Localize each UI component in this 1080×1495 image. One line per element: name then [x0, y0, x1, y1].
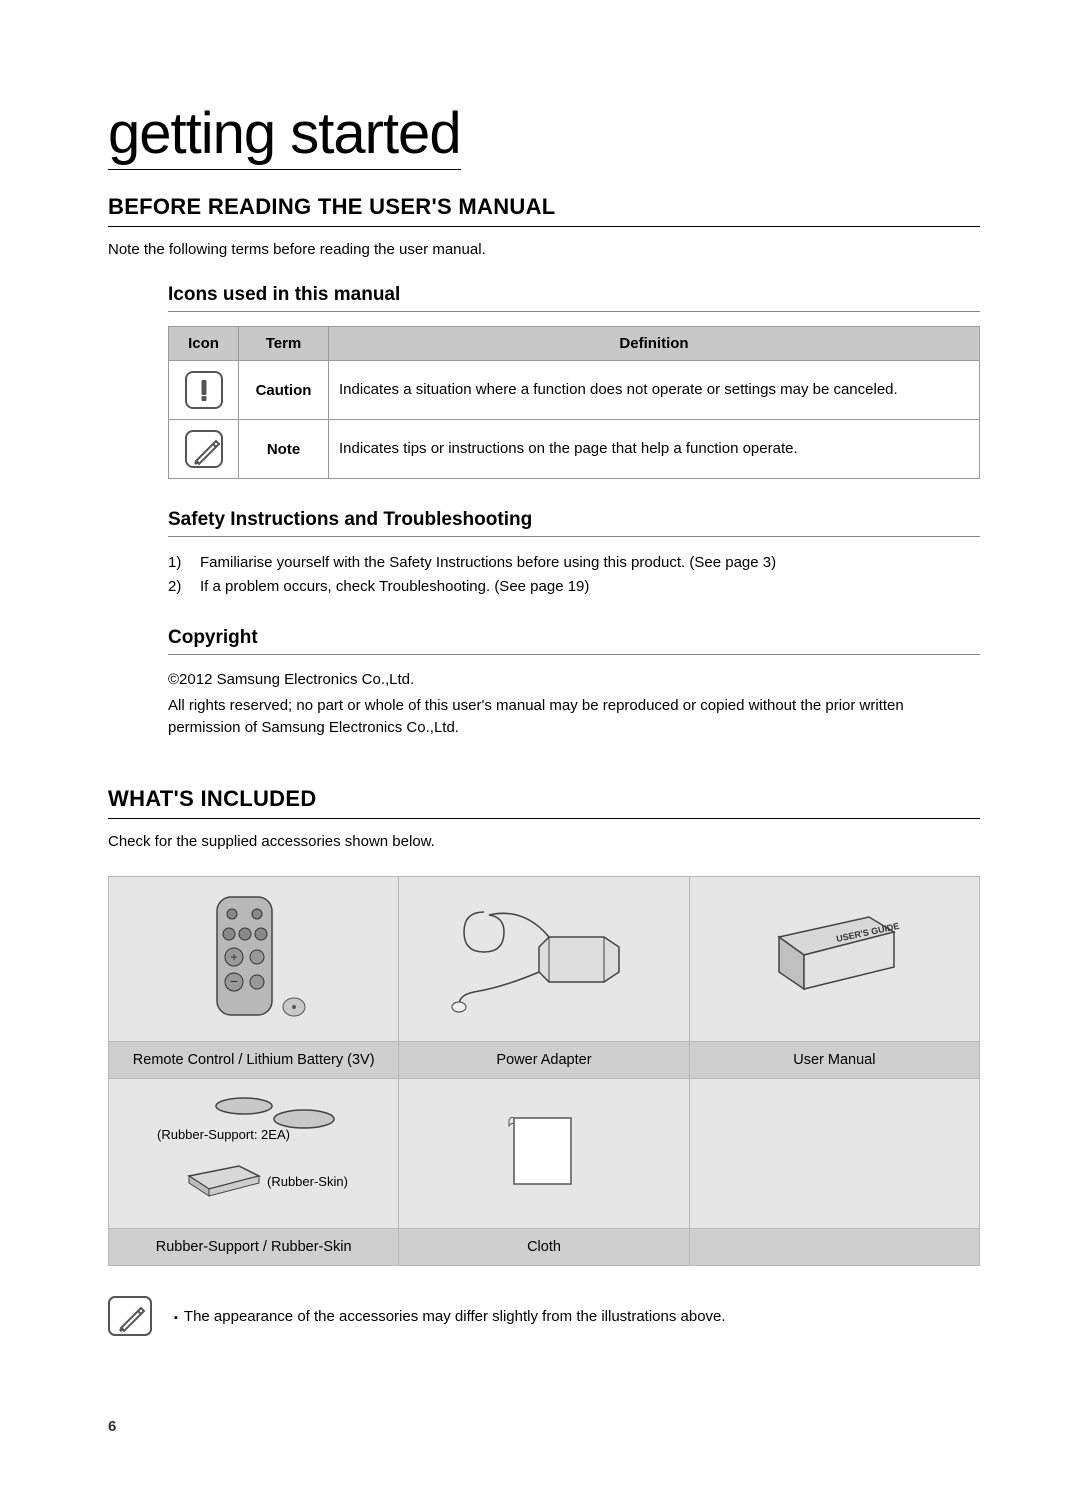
- copyright-line2: All rights reserved; no part or whole of…: [168, 695, 980, 739]
- rubber-cell: (Rubber-Support: 2EA) (Rubber-Skin): [109, 1079, 399, 1229]
- rubber-sub1-svgtext: (Rubber-Support: 2EA): [157, 1127, 290, 1142]
- list-text-1: Familiarise yourself with the Safety Ins…: [200, 551, 776, 575]
- safety-list: 1) Familiarise yourself with the Safety …: [168, 551, 980, 599]
- power-adapter-icon: [444, 897, 644, 1017]
- manual-cell: USER'S GUIDE: [689, 877, 979, 1042]
- list-num-2: 2): [168, 575, 188, 599]
- caution-icon-cell: [169, 361, 239, 420]
- caution-icon: [185, 371, 223, 409]
- th-term: Term: [239, 327, 329, 361]
- included-img-row-2: (Rubber-Support: 2EA) (Rubber-Skin): [109, 1079, 980, 1229]
- rubber-support-icon: (Rubber-Support: 2EA) (Rubber-Skin): [149, 1091, 359, 1211]
- label-adapter: Power Adapter: [399, 1042, 689, 1079]
- included-img-row-1: + −: [109, 877, 980, 1042]
- svg-text:+: +: [230, 950, 237, 964]
- rubber-sub2-svgtext: (Rubber-Skin): [267, 1174, 348, 1189]
- page-content: getting started BEFORE READING THE USER'…: [0, 0, 1080, 1376]
- page-title: getting started: [108, 100, 461, 170]
- table-row: Caution Indicates a situation where a fu…: [169, 361, 980, 420]
- note-icon: [108, 1296, 152, 1336]
- safety-heading: Safety Instructions and Troubleshooting: [168, 509, 980, 537]
- th-icon: Icon: [169, 327, 239, 361]
- list-text-2: If a problem occurs, check Troubleshooti…: [200, 575, 589, 599]
- bullet-icon: ▪: [174, 1312, 178, 1324]
- remote-icon: + −: [199, 892, 309, 1022]
- def-note: Indicates tips or instructions on the pa…: [329, 420, 980, 479]
- included-label-row-1: Remote Control / Lithium Battery (3V) Po…: [109, 1042, 980, 1079]
- label-cloth: Cloth: [399, 1229, 689, 1266]
- empty-cell: [689, 1079, 979, 1229]
- included-intro: Check for the supplied accessories shown…: [108, 833, 980, 850]
- cloth-cell: [399, 1079, 689, 1229]
- th-definition: Definition: [329, 327, 980, 361]
- included-heading: WHAT'S INCLUDED: [108, 786, 980, 819]
- label-remote: Remote Control / Lithium Battery (3V): [109, 1042, 399, 1079]
- footnote-row: ▪ The appearance of the accessories may d…: [108, 1296, 980, 1336]
- list-item: 1) Familiarise yourself with the Safety …: [168, 551, 980, 575]
- footnote-text: The appearance of the accessories may di…: [184, 1308, 726, 1325]
- included-grid: + −: [108, 876, 980, 1266]
- icons-table-header-row: Icon Term Definition: [169, 327, 980, 361]
- before-intro: Note the following terms before reading …: [108, 241, 980, 258]
- icons-table: Icon Term Definition Caution Indicates a…: [168, 326, 980, 479]
- user-manual-icon: USER'S GUIDE: [759, 907, 909, 1007]
- icons-heading: Icons used in this manual: [168, 284, 980, 312]
- list-num-1: 1): [168, 551, 188, 575]
- table-row: Note Indicates tips or instructions on t…: [169, 420, 980, 479]
- term-caution: Caution: [239, 361, 329, 420]
- term-note: Note: [239, 420, 329, 479]
- label-manual: User Manual: [689, 1042, 979, 1079]
- note-icon: [185, 430, 223, 468]
- page-number: 6: [108, 1418, 116, 1435]
- def-caution: Indicates a situation where a function d…: [329, 361, 980, 420]
- footnote-text-wrap: ▪ The appearance of the accessories may d…: [174, 1308, 726, 1325]
- cloth-icon: [499, 1106, 589, 1196]
- section-before-heading: BEFORE READING THE USER'S MANUAL: [108, 194, 980, 227]
- remote-cell: + −: [109, 877, 399, 1042]
- svg-text:−: −: [230, 973, 238, 989]
- copyright-line1: ©2012 Samsung Electronics Co.,Ltd.: [168, 669, 980, 691]
- list-item: 2) If a problem occurs, check Troublesho…: [168, 575, 980, 599]
- included-label-row-2: Rubber-Support / Rubber-Skin Cloth: [109, 1229, 980, 1266]
- adapter-cell: [399, 877, 689, 1042]
- note-icon-cell: [169, 420, 239, 479]
- label-rubber: Rubber-Support / Rubber-Skin: [109, 1229, 399, 1266]
- copyright-block: ©2012 Samsung Electronics Co.,Ltd. All r…: [168, 669, 980, 738]
- label-empty: [689, 1229, 979, 1266]
- copyright-heading: Copyright: [168, 627, 980, 655]
